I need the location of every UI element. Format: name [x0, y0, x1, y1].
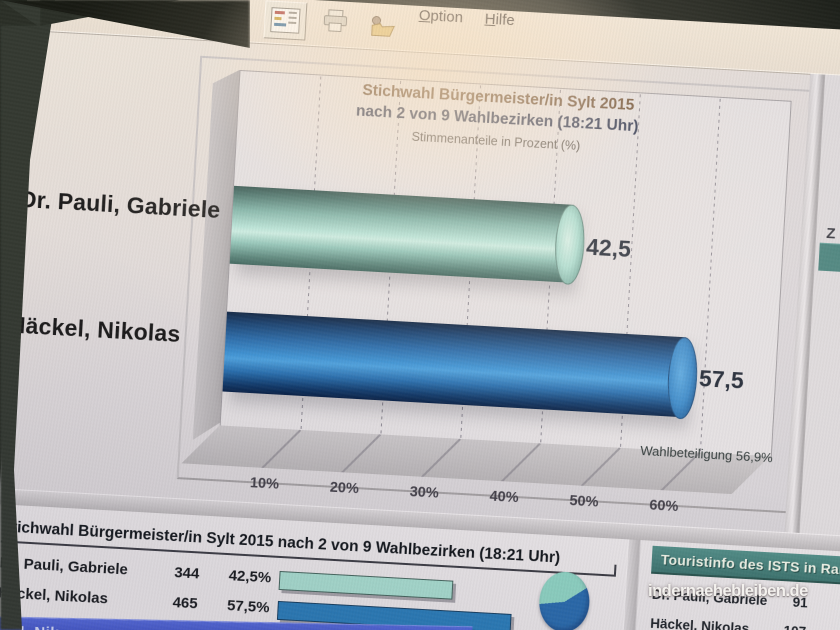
- x-tick-50: 50%: [569, 493, 599, 511]
- dots-icon[interactable]: [154, 3, 188, 23]
- right-edge-panel-header: [818, 242, 840, 275]
- row-bar-teal: [278, 570, 454, 600]
- category-label-haeckel: Häckel, Nikolas: [8, 311, 182, 348]
- wizard-icon[interactable]: [221, 0, 243, 30]
- printer-icon[interactable]: [321, 9, 349, 39]
- menu-option[interactable]: Option: [418, 6, 464, 27]
- bar-value-pauli: 42,5: [585, 233, 632, 263]
- x-tick-60: 60%: [648, 497, 679, 516]
- table-row: Häckel, Nikolas 107 54,0: [650, 616, 840, 630]
- row-votes: 465: [172, 594, 199, 613]
- row-name: Dr. Pauli, Gabriele: [0, 554, 129, 579]
- row-percent: 54,0: [820, 625, 840, 630]
- row-percent: 46,0: [821, 596, 840, 614]
- bar-value-haeckel: 57,5: [698, 365, 745, 394]
- row-percent: 42,5%: [228, 567, 272, 587]
- window-titlebar-text: l, Nik: [20, 624, 59, 630]
- row-votes: 107: [770, 622, 806, 630]
- row-name: Häckel, Nikolas: [649, 615, 750, 630]
- x-tick-20: 20%: [329, 479, 360, 498]
- photo-watermark: indernaehebleiben.de: [648, 581, 808, 600]
- bar-chart: Stichwahl Bürgermeister/in Sylt 2015 nac…: [0, 30, 840, 539]
- x-tick-40: 40%: [489, 488, 520, 507]
- right-edge-panel-text: Z: [825, 224, 836, 243]
- open-folder-icon[interactable]: [367, 15, 396, 44]
- row-name: Häckel, Nikolas: [0, 584, 109, 608]
- menu-hilfe[interactable]: Hilfe: [484, 10, 516, 30]
- pie-chart: [537, 570, 591, 630]
- row-votes: 344: [173, 564, 200, 583]
- chart-report-icon[interactable]: [263, 0, 308, 41]
- x-tick-30: 30%: [409, 484, 440, 502]
- row-percent: 57,5%: [226, 597, 271, 617]
- x-tick-10: 10%: [249, 475, 280, 493]
- category-label-pauli: Dr. Pauli, Gabriele: [19, 185, 222, 224]
